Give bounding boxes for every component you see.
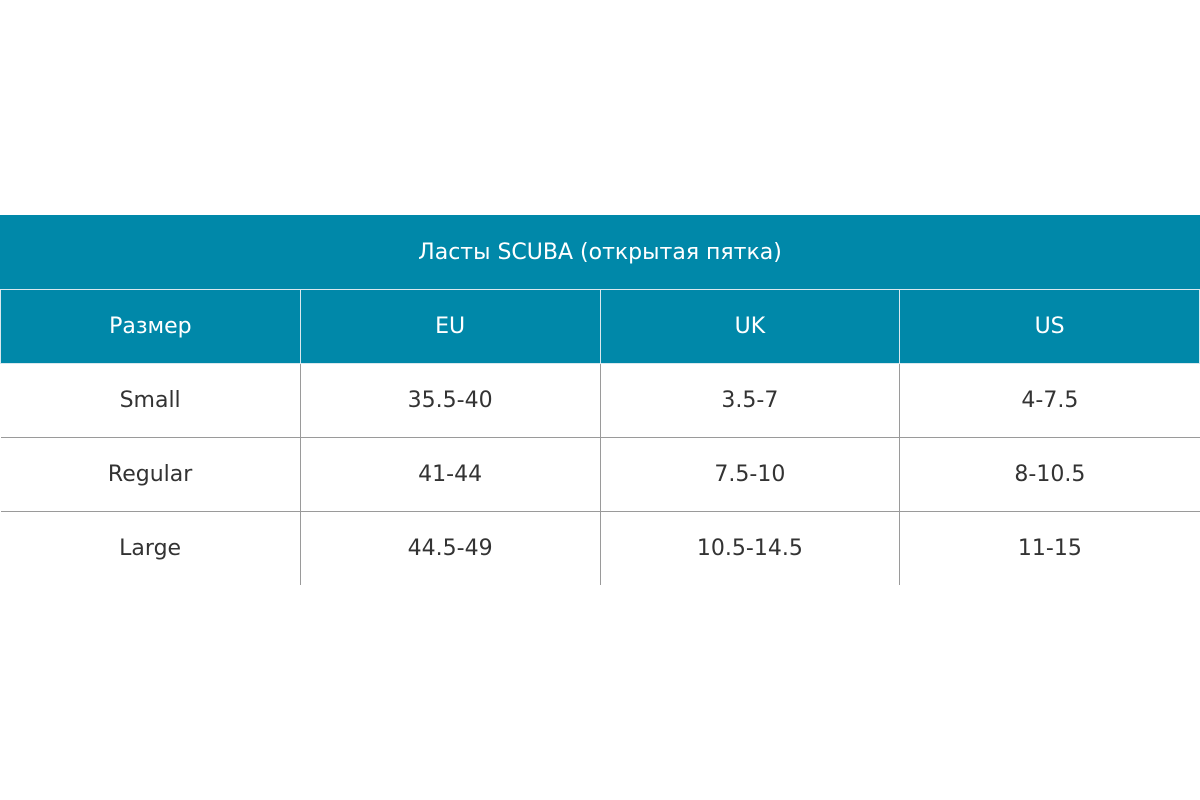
table-cell: 4-7.5: [899, 363, 1200, 438]
table-cell: Regular: [0, 437, 301, 512]
size-table: Ласты SCUBA (открытая пятка) Размер EU UK U…: [0, 215, 1200, 585]
table-cell: 7.5-10: [599, 437, 901, 512]
table-cell: 44.5-49: [299, 511, 601, 585]
header-cell: UK: [599, 289, 901, 364]
header-cell: Размер: [0, 289, 301, 364]
table-row: Regular 41-44 7.5-10 8-10.5: [0, 437, 1200, 512]
table-cell: 35.5-40: [299, 363, 601, 438]
table-row: Small 35.5-40 3.5-7 4-7.5: [0, 363, 1200, 438]
table-cell: Small: [0, 363, 301, 438]
table-cell: 8-10.5: [899, 437, 1200, 512]
header-cell: EU: [299, 289, 601, 364]
size-table-container: Ласты SCUBA (открытая пятка) Размер EU UK U…: [0, 215, 1200, 585]
table-cell: 3.5-7: [599, 363, 901, 438]
table-cell: Large: [0, 511, 301, 585]
header-row: Размер EU UK US: [0, 289, 1200, 364]
header-cell: US: [899, 289, 1200, 364]
table-cell: 11-15: [899, 511, 1200, 585]
table-row: Large 44.5-49 10.5-14.5 11-15: [0, 511, 1200, 585]
title-row: Ласты SCUBA (открытая пятка): [0, 215, 1200, 290]
table-title: Ласты SCUBA (открытая пятка): [0, 215, 1200, 290]
table-cell: 10.5-14.5: [599, 511, 901, 585]
table-cell: 41-44: [299, 437, 601, 512]
